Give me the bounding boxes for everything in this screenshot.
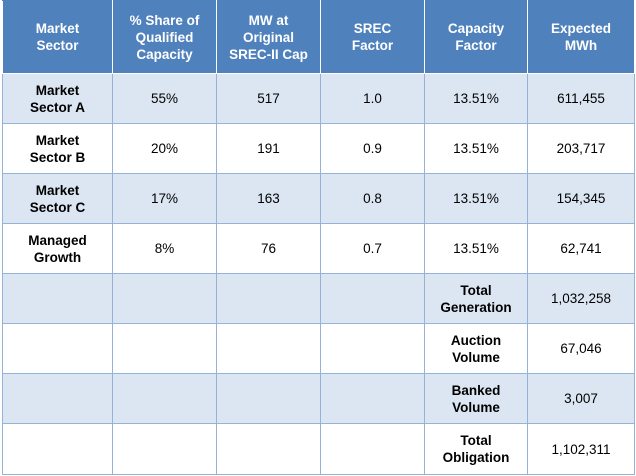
empty-cell <box>320 373 425 424</box>
summary-value-cell: 1,102,311 <box>527 423 635 475</box>
expected-mwh-cell: 203,717 <box>527 123 635 174</box>
header-share-of-qualified-capacity: % Share of Qualified Capacity <box>112 0 217 74</box>
share-cell: 20% <box>112 123 217 174</box>
summary-row-auction-volume: Auction Volume 67,046 <box>2 323 635 374</box>
header-row: Market Sector % Share of Qualified Capacity… <box>2 0 635 74</box>
empty-cell <box>2 273 113 324</box>
capacity-factor-cell: 13.51% <box>424 73 528 124</box>
empty-cell <box>112 273 217 324</box>
capacity-factor-cell: 13.51% <box>424 173 528 224</box>
expected-mwh-cell: 611,455 <box>527 73 635 124</box>
summary-value-cell: 67,046 <box>527 323 635 374</box>
header-mw-at-original-cap: MW at Original SREC-II Cap <box>216 0 321 74</box>
srec-factor-cell: 0.9 <box>320 123 425 174</box>
sector-row-b: Market Sector B 20% 191 0.9 13.51% 203,71… <box>2 123 635 174</box>
capacity-factor-cell: 13.51% <box>424 223 528 274</box>
summary-row-banked-volume: Banked Volume 3,007 <box>2 373 635 424</box>
mw-cell: 163 <box>216 173 321 224</box>
empty-cell <box>2 323 113 374</box>
expected-mwh-cell: 154,345 <box>527 173 635 224</box>
srec-factor-cell: 0.7 <box>320 223 425 274</box>
expected-mwh-cell: 62,741 <box>527 223 635 274</box>
summary-value-cell: 1,032,258 <box>527 273 635 324</box>
summary-label-cell: Total Generation <box>424 273 528 324</box>
empty-cell <box>216 423 321 475</box>
header-expected-mwh: Expected MWh <box>527 0 635 74</box>
summary-label-cell: Total Obligation <box>424 423 528 475</box>
share-cell: 17% <box>112 173 217 224</box>
empty-cell <box>2 423 113 475</box>
empty-cell <box>320 323 425 374</box>
share-cell: 55% <box>112 73 217 124</box>
summary-label-cell: Auction Volume <box>424 323 528 374</box>
sector-name-cell: Market Sector C <box>2 173 113 224</box>
summary-row-total-generation: Total Generation 1,032,258 <box>2 273 635 324</box>
summary-row-total-obligation: Total Obligation 1,102,311 <box>2 423 635 475</box>
sector-name-cell: Market Sector A <box>2 73 113 124</box>
sector-name-cell: Managed Growth <box>2 223 113 274</box>
empty-cell <box>112 423 217 475</box>
sector-row-c: Market Sector C 17% 163 0.8 13.51% 154,34… <box>2 173 635 224</box>
summary-label-cell: Banked Volume <box>424 373 528 424</box>
header-srec-factor: SREC Factor <box>320 0 425 74</box>
mw-cell: 76 <box>216 223 321 274</box>
empty-cell <box>320 273 425 324</box>
mw-cell: 191 <box>216 123 321 174</box>
sector-row-a: Market Sector A 55% 517 1.0 13.51% 611,45… <box>2 73 635 124</box>
share-cell: 8% <box>112 223 217 274</box>
table-header: Market Sector % Share of Qualified Capacity… <box>2 0 635 74</box>
empty-cell <box>112 323 217 374</box>
summary-value-cell: 3,007 <box>527 373 635 424</box>
table-body: Market Sector A 55% 517 1.0 13.51% 611,45… <box>2 73 635 475</box>
srec-factor-cell: 1.0 <box>320 73 425 124</box>
mw-cell: 517 <box>216 73 321 124</box>
header-market-sector: Market Sector <box>2 0 113 74</box>
empty-cell <box>216 373 321 424</box>
empty-cell <box>216 323 321 374</box>
empty-cell <box>216 273 321 324</box>
empty-cell <box>112 373 217 424</box>
sector-name-cell: Market Sector B <box>2 123 113 174</box>
sector-row-managed-growth: Managed Growth 8% 76 0.7 13.51% 62,741 <box>2 223 635 274</box>
capacity-factor-cell: 13.51% <box>424 123 528 174</box>
srec-factor-cell: 0.8 <box>320 173 425 224</box>
empty-cell <box>2 373 113 424</box>
empty-cell <box>320 423 425 475</box>
header-capacity-factor: Capacity Factor <box>424 0 528 74</box>
